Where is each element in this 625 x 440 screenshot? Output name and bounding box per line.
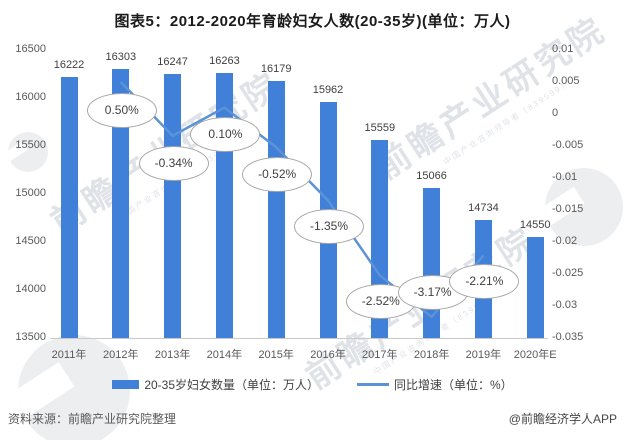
- bar-value-label: 15066: [416, 169, 447, 182]
- credit-note: @前瞻经济学人APP: [508, 412, 617, 426]
- right-axis-tick: -0.015: [552, 203, 584, 215]
- bar-value-label: 14734: [468, 201, 499, 214]
- legend-item-line: 同比增速（单位：%）: [357, 376, 513, 393]
- x-tick-label: 2020年E: [513, 349, 557, 361]
- left-axis-tick: 14000: [15, 283, 46, 295]
- left-axis-tick: 15000: [15, 187, 46, 199]
- bar: [423, 187, 441, 338]
- growth-callout: 0.10%: [190, 117, 261, 153]
- left-axis-tick: 15500: [15, 139, 46, 151]
- x-tick-label: 2019年: [465, 349, 502, 361]
- x-tick-label: 2013年: [154, 349, 191, 361]
- bar-value-label: 16303: [105, 50, 137, 63]
- x-tick-label: 2017年: [362, 349, 398, 361]
- growth-callout: -1.35%: [294, 208, 364, 244]
- right-axis-tick: 0.005: [552, 75, 580, 87]
- right-axis-tick: 0.01: [552, 43, 574, 55]
- growth-callout: -0.34%: [138, 146, 209, 182]
- bar-value-label: 15559: [364, 122, 396, 135]
- bar-value-label: 16179: [260, 62, 292, 75]
- bar: [164, 74, 182, 338]
- bar-value-label: 16263: [209, 54, 240, 67]
- left-axis-tick: 14500: [15, 235, 46, 247]
- bar: [215, 72, 233, 338]
- growth-callout: -0.52%: [242, 156, 313, 192]
- footer: 资料来源：前瞻产业研究院整理 @前瞻经济学人APP: [0, 410, 625, 427]
- legend-line-label: 同比增速（单位：%）: [394, 378, 513, 392]
- left-axis-tick: 16500: [15, 43, 46, 55]
- bar-series-swatch: [112, 380, 140, 389]
- legend-item-bar: 20-35岁妇女数量（单位：万人）: [112, 376, 319, 393]
- bar-value-label: 16222: [53, 58, 85, 71]
- bar-value-label: 14550: [519, 219, 551, 232]
- legend-bar-label: 20-35岁妇女数量（单位：万人）: [144, 378, 320, 392]
- left-axis-tick: 13500: [15, 331, 46, 343]
- left-axis-tick: 16000: [15, 91, 46, 103]
- x-axis-line: [50, 338, 548, 339]
- x-tick-label: 2016年: [310, 349, 346, 361]
- right-axis-tick: -0.03: [552, 299, 578, 311]
- line-series-swatch: [357, 383, 390, 386]
- right-axis-tick: -0.01: [552, 171, 578, 183]
- bar-value-label: 16247: [157, 56, 188, 69]
- legend: 20-35岁妇女数量（单位：万人） 同比增速（单位：%）: [0, 376, 625, 393]
- source-note: 资料来源：前瞻产业研究院整理: [8, 412, 177, 426]
- bar: [60, 76, 78, 338]
- bar-value-label: 15962: [312, 83, 344, 96]
- growth-callout: -2.21%: [449, 263, 520, 299]
- right-axis-tick: -0.02: [552, 235, 578, 247]
- bar: [526, 237, 544, 338]
- right-axis-tick: -0.005: [552, 139, 584, 151]
- x-tick-label: 2015年: [258, 349, 294, 361]
- right-axis-tick: -0.035: [552, 331, 584, 343]
- x-tick-label: 2014年: [206, 349, 243, 361]
- chart-title: 图表5：2012-2020年育龄妇女人数(20-35岁)(单位：万人): [114, 13, 511, 30]
- watermark-logo: [8, 132, 48, 172]
- growth-callout: 0.50%: [86, 92, 157, 128]
- right-axis-tick: -0.025: [552, 267, 584, 279]
- x-tick-label: 2018年: [413, 349, 450, 361]
- bar: [267, 80, 285, 338]
- right-axis-tick: 0: [552, 107, 559, 119]
